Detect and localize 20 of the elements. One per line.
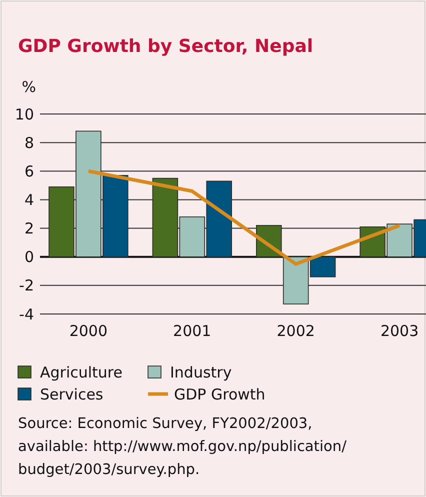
legend-label: Industry xyxy=(170,363,232,382)
y-tick-label: 4 xyxy=(24,190,34,209)
line-series xyxy=(86,169,402,266)
chart-title: GDP Growth by Sector, Nepal xyxy=(18,36,314,57)
x-tick-label: 2002 xyxy=(276,322,315,340)
x-tick-label: 2000 xyxy=(69,322,108,340)
x-tick-label: 2003 xyxy=(380,322,419,340)
y-tick-label: -2 xyxy=(19,276,34,295)
legend-label: Agriculture xyxy=(40,363,122,382)
y-tick-label: 2 xyxy=(24,220,34,238)
legend-label: GDP Growth xyxy=(174,385,266,404)
y-tick-label: 10 xyxy=(14,105,34,124)
y-tick-label: 8 xyxy=(24,134,34,152)
y-tick-label: 6 xyxy=(24,162,34,180)
legend-label: Services xyxy=(40,385,104,404)
x-tick-label: 2001 xyxy=(173,322,212,340)
source-note: Source: Economic Survey, FY2002/2003, available: http://www.mof.gov.np/publication/budget/2003/survey.php. xyxy=(18,416,347,478)
y-tick-label: 0 xyxy=(24,248,34,266)
y-tick-label: -4 xyxy=(19,305,34,324)
y-axis-title: % xyxy=(22,78,36,96)
